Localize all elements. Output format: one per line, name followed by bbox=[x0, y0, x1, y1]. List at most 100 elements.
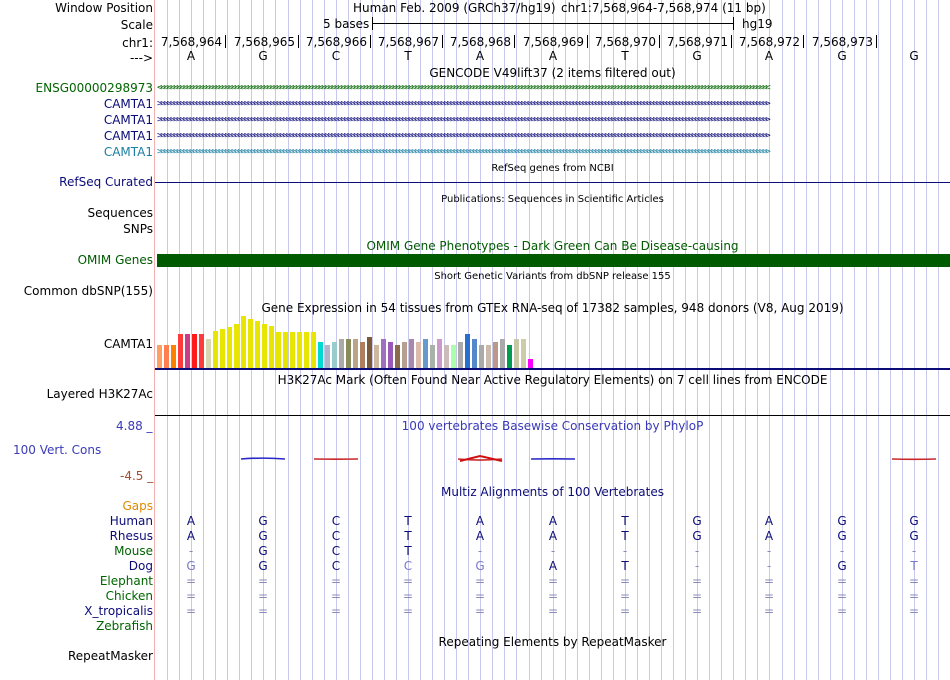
publications-track-title[interactable]: Publications: Sequences in Scientific Ar… bbox=[441, 194, 664, 205]
gtex-bar[interactable] bbox=[220, 329, 225, 368]
species-label[interactable]: Elephant bbox=[99, 574, 153, 588]
gtex-bar[interactable] bbox=[206, 339, 211, 368]
phylop-score-mark[interactable] bbox=[240, 457, 286, 460]
gtex-bar[interactable] bbox=[493, 342, 498, 368]
gtex-bar[interactable] bbox=[507, 345, 512, 368]
gtex-bar[interactable] bbox=[423, 339, 428, 368]
gtex-bar[interactable] bbox=[192, 334, 197, 368]
publications-label[interactable]: Sequences bbox=[87, 206, 153, 220]
repeatmasker-label[interactable]: RepeatMasker bbox=[67, 649, 153, 663]
gtex-bar[interactable] bbox=[402, 342, 407, 368]
gencode-item-line[interactable]: >>>>>>>>>>>>>>>>>>>>>>>>>>>>>>>>>>>>>>>>… bbox=[157, 147, 771, 157]
species-label[interactable]: Zebrafish bbox=[96, 619, 153, 633]
gtex-bar[interactable] bbox=[486, 345, 491, 368]
gencode-item-line[interactable]: >>>>>>>>>>>>>>>>>>>>>>>>>>>>>>>>>>>>>>>>… bbox=[157, 115, 771, 125]
gtex-bar[interactable] bbox=[234, 324, 239, 368]
gtex-bar[interactable] bbox=[297, 332, 302, 368]
repeatmasker-track-title[interactable]: Repeating Elements by RepeatMasker bbox=[438, 635, 667, 649]
phylop-track-title[interactable]: 100 vertebrates Basewise Conservation by… bbox=[401, 419, 704, 433]
gencode-item-line[interactable]: <<<<<<<<<<<<<<<<<<<<<<<<<<<<<<<<<<<<<<<<… bbox=[157, 83, 771, 93]
gtex-bar[interactable] bbox=[444, 345, 449, 368]
species-label[interactable]: Dog bbox=[128, 559, 153, 573]
grid-line bbox=[902, 0, 903, 680]
gencode-item-label[interactable]: CAMTA1 bbox=[103, 145, 153, 159]
gtex-bar[interactable] bbox=[248, 319, 253, 368]
gtex-bar[interactable] bbox=[430, 345, 435, 368]
gtex-bar[interactable] bbox=[451, 345, 456, 368]
gtex-bar[interactable] bbox=[325, 345, 330, 368]
aligned-base: T bbox=[404, 514, 412, 528]
gtex-bar[interactable] bbox=[262, 324, 267, 368]
gtex-bar[interactable] bbox=[479, 345, 484, 368]
strand-label: ---> bbox=[129, 51, 153, 65]
gtex-bar[interactable] bbox=[409, 339, 414, 368]
snps-label[interactable]: SNPs bbox=[123, 222, 153, 236]
gtex-bar[interactable] bbox=[164, 345, 169, 368]
gtex-bar[interactable] bbox=[199, 334, 204, 368]
gtex-bar[interactable] bbox=[311, 332, 316, 368]
species-label[interactable]: Chicken bbox=[105, 589, 153, 603]
gtex-bar[interactable] bbox=[304, 332, 309, 368]
gtex-bar[interactable] bbox=[472, 339, 477, 368]
omim-label[interactable]: OMIM Genes bbox=[77, 253, 153, 267]
gaps-label[interactable]: Gaps bbox=[122, 499, 153, 513]
gtex-bar[interactable] bbox=[353, 339, 358, 368]
dbsnp-label[interactable]: Common dbSNP(155) bbox=[23, 284, 153, 298]
omim-track-title[interactable]: OMIM Gene Phenotypes - Dark Green Can Be… bbox=[366, 239, 739, 253]
gtex-bar[interactable] bbox=[318, 342, 323, 368]
gencode-track-title[interactable]: GENCODE V49lift37 (2 items filtered out) bbox=[429, 66, 676, 80]
species-label[interactable]: X_tropicalis bbox=[84, 604, 153, 618]
gtex-bar[interactable] bbox=[213, 331, 218, 368]
refseq-label[interactable]: RefSeq Curated bbox=[59, 175, 153, 189]
gtex-bar[interactable] bbox=[521, 339, 526, 368]
gtex-bar[interactable] bbox=[367, 337, 372, 368]
gtex-bar[interactable] bbox=[276, 332, 281, 368]
gtex-bar[interactable] bbox=[416, 342, 421, 368]
gtex-bar[interactable] bbox=[514, 339, 519, 368]
gencode-item-label[interactable]: ENSG00000298973 bbox=[35, 81, 153, 95]
gtex-bar[interactable] bbox=[171, 345, 176, 368]
gtex-bar[interactable] bbox=[346, 339, 351, 368]
multiz-track-title[interactable]: Multiz Alignments of 100 Vertebrates bbox=[440, 485, 665, 499]
refseq-track-title[interactable]: RefSeq genes from NCBI bbox=[491, 163, 614, 174]
gtex-bar[interactable] bbox=[388, 342, 393, 368]
gtex-bar[interactable] bbox=[283, 332, 288, 368]
gtex-bar[interactable] bbox=[437, 339, 442, 368]
gtex-bar[interactable] bbox=[339, 339, 344, 368]
omim-gene-bar[interactable] bbox=[157, 254, 950, 267]
gencode-item-label[interactable]: CAMTA1 bbox=[103, 129, 153, 143]
gtex-track-title[interactable]: Gene Expression in 54 tissues from GTEx … bbox=[261, 301, 844, 315]
gencode-item-label[interactable]: CAMTA1 bbox=[103, 97, 153, 111]
gtex-bar[interactable] bbox=[374, 345, 379, 368]
h3k27ac-track-title[interactable]: H3K27Ac Mark (Often Found Near Active Re… bbox=[277, 373, 828, 387]
gtex-bar[interactable] bbox=[255, 321, 260, 368]
gtex-bar[interactable] bbox=[290, 332, 295, 368]
gencode-item-label[interactable]: CAMTA1 bbox=[103, 113, 153, 127]
gtex-bar[interactable] bbox=[157, 345, 162, 368]
gtex-bar[interactable] bbox=[465, 334, 470, 368]
gtex-bar[interactable] bbox=[395, 345, 400, 368]
gtex-bar[interactable] bbox=[332, 342, 337, 368]
gtex-bar[interactable] bbox=[381, 339, 386, 368]
dbsnp-track-title[interactable]: Short Genetic Variants from dbSNP releas… bbox=[434, 271, 671, 282]
gtex-bar[interactable] bbox=[269, 326, 274, 368]
aligned-base: = bbox=[619, 574, 631, 588]
species-label[interactable]: Rhesus bbox=[109, 529, 153, 543]
species-label[interactable]: Human bbox=[109, 514, 153, 528]
gtex-bar[interactable] bbox=[458, 342, 463, 368]
gtex-label[interactable]: CAMTA1 bbox=[103, 337, 153, 351]
phylop-score-mark[interactable] bbox=[459, 454, 503, 462]
gtex-bar[interactable] bbox=[500, 339, 505, 368]
species-label[interactable]: Mouse bbox=[114, 544, 153, 558]
gencode-item-line[interactable]: >>>>>>>>>>>>>>>>>>>>>>>>>>>>>>>>>>>>>>>>… bbox=[157, 131, 771, 141]
phylop-label[interactable]: 100 Vert. Cons bbox=[13, 443, 102, 457]
h3k27ac-label[interactable]: Layered H3K27Ac bbox=[46, 387, 153, 401]
gtex-bar[interactable] bbox=[241, 316, 246, 368]
gtex-bar[interactable] bbox=[227, 327, 232, 368]
gtex-bar[interactable] bbox=[360, 342, 365, 368]
gencode-item-line[interactable]: >>>>>>>>>>>>>>>>>>>>>>>>>>>>>>>>>>>>>>>>… bbox=[157, 99, 771, 109]
gtex-bar[interactable] bbox=[528, 359, 533, 368]
gtex-bar[interactable] bbox=[178, 334, 183, 368]
gtex-bar[interactable] bbox=[185, 334, 190, 368]
